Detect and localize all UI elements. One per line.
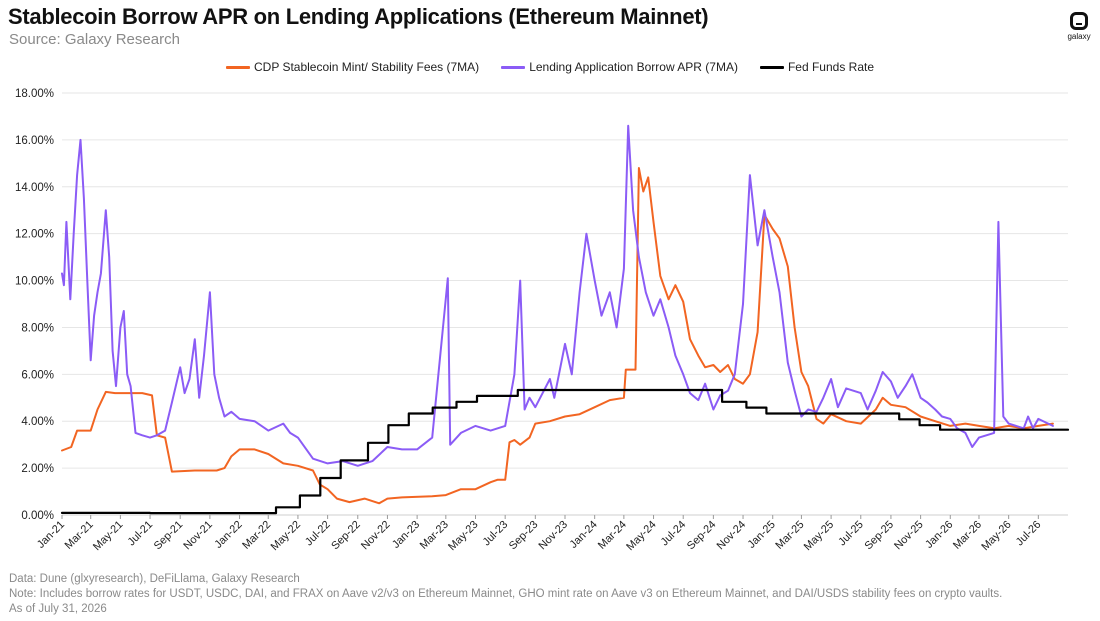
galaxy-logo-icon <box>1070 12 1088 30</box>
legend-label-lending: Lending Application Borrow APR (7MA) <box>529 60 738 74</box>
x-tick-label: Jan-22 <box>212 519 244 551</box>
x-tick-label: Jan-24 <box>568 519 600 551</box>
legend-label-fed: Fed Funds Rate <box>787 60 875 74</box>
x-tick-label: May-26 <box>979 519 1013 553</box>
x-tick-label: Mar-22 <box>240 519 273 552</box>
chart-footnotes: Data: Dune (glxyresearch), DeFiLlama, Ga… <box>9 572 1002 617</box>
as-of-date: As of July 31, 2026 <box>9 603 107 615</box>
y-tick-label: 6.00% <box>21 369 54 381</box>
legend-swatch-fed <box>759 65 784 69</box>
legend-item-lending: Lending Application Borrow APR (7MA) <box>501 60 738 74</box>
y-tick-label: 2.00% <box>21 463 54 475</box>
fed-funds-series-line <box>60 388 1070 515</box>
legend-item-cdp: CDP Stablecoin Mint/ Stability Fees (7MA… <box>225 60 480 74</box>
x-tick-label: Mar-26 <box>951 519 984 552</box>
cdp-series-line <box>61 167 1054 505</box>
x-tick-label: Jan-26 <box>923 519 955 551</box>
y-tick-label: 4.00% <box>21 416 54 428</box>
legend-swatch-cdp <box>225 65 250 69</box>
x-tick-label: Sep-21 <box>152 519 186 553</box>
y-tick-label: 14.00% <box>15 182 54 194</box>
legend-swatch-lending <box>501 65 526 69</box>
series-layer <box>60 124 1070 515</box>
x-tick-label: Jan-25 <box>746 519 778 551</box>
x-tick-label: Jan-21 <box>35 519 67 551</box>
legend-label-cdp: CDP Stablecoin Mint/ Stability Fees (7MA… <box>253 60 480 74</box>
grid-layer <box>62 92 1068 516</box>
x-tick-label: Jan-23 <box>390 519 422 551</box>
y-tick-label: 8.00% <box>21 322 54 334</box>
lending-series-line <box>61 124 1054 467</box>
galaxy-logo-text: galaxy <box>1067 32 1091 41</box>
x-tick-label: May-22 <box>269 519 303 553</box>
data-source-note: Data: Dune (glxyresearch), DeFiLlama, Ga… <box>9 573 300 585</box>
x-tick-label: Mar-23 <box>418 519 451 552</box>
methodology-note: Note: Includes borrow rates for USDT, US… <box>9 588 1003 600</box>
chart-title: Stablecoin Borrow APR on Lending Applica… <box>8 4 709 29</box>
x-tick-label: Jul-26 <box>1014 519 1044 549</box>
line-chart: 0.00% 2.00% 4.00% 6.00% 8.00% 10.00% 12.00% 14.… <box>15 88 1070 553</box>
x-tick-label: Nov-24 <box>715 519 749 553</box>
x-tick-label: May-24 <box>624 519 658 553</box>
x-tick-label: Mar-21 <box>63 519 96 552</box>
x-tick-label: Sep-25 <box>862 519 896 553</box>
x-tick-label: May-25 <box>802 519 836 553</box>
x-tick-label: Sep-22 <box>329 519 363 553</box>
x-tick-label: May-23 <box>446 519 480 553</box>
galaxy-logo: galaxy <box>1062 12 1096 41</box>
y-tick-label: 18.00% <box>15 88 54 100</box>
y-tick-label: 12.00% <box>15 229 54 241</box>
y-axis-ticks: 0.00% 2.00% 4.00% 6.00% 8.00% 10.00% 12.00% 14.… <box>15 88 54 522</box>
chart-legend: CDP Stablecoin Mint/ Stability Fees (7MA… <box>0 60 1100 74</box>
x-tick-label: Nov-25 <box>892 519 926 553</box>
y-tick-label: 0.00% <box>21 510 54 522</box>
y-tick-label: 16.00% <box>15 135 54 147</box>
x-tick-label: Mar-24 <box>596 519 629 552</box>
x-tick-label: Mar-25 <box>773 519 806 552</box>
legend-item-fed: Fed Funds Rate <box>759 60 875 74</box>
x-tick-label: Sep-24 <box>685 519 719 553</box>
x-tick-label: Nov-21 <box>181 519 215 553</box>
y-tick-label: 10.00% <box>15 276 54 288</box>
x-tick-label: May-21 <box>91 519 125 553</box>
x-tick-label: Sep-23 <box>507 519 541 553</box>
x-tick-label: Nov-22 <box>359 519 393 553</box>
x-tick-label: Nov-23 <box>537 519 571 553</box>
chart-subtitle: Source: Galaxy Research <box>9 31 180 48</box>
